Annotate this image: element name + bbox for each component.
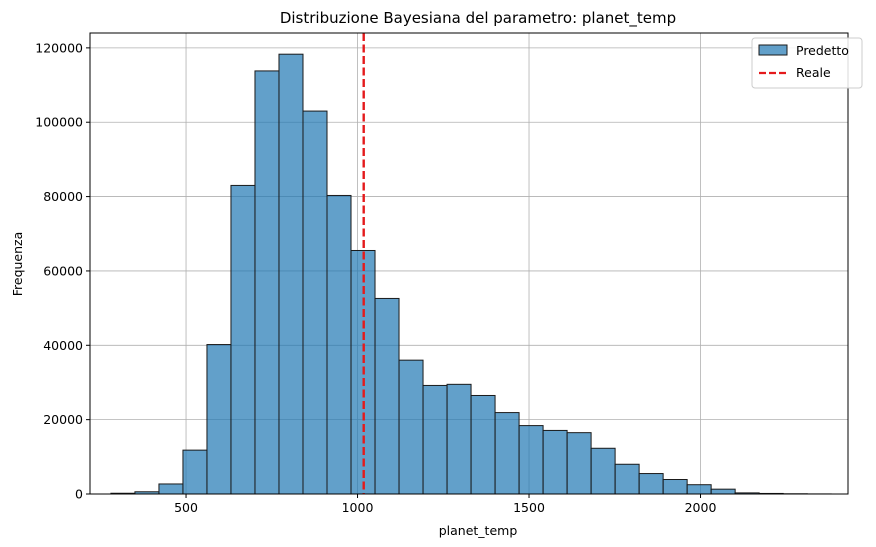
x-axis-label: planet_temp bbox=[439, 523, 518, 538]
y-tick-label: 100000 bbox=[35, 115, 83, 130]
histogram-bar bbox=[542, 429, 568, 495]
legend-label-reale: Reale bbox=[796, 65, 831, 80]
y-tick-label: 40000 bbox=[43, 338, 83, 353]
histogram-bar bbox=[590, 447, 616, 495]
histogram-bar bbox=[686, 484, 712, 495]
plot-frame bbox=[89, 32, 849, 495]
legend-label-predetto: Predetto bbox=[796, 43, 849, 58]
histogram-bar bbox=[278, 53, 304, 495]
histogram-bar bbox=[422, 384, 448, 495]
histogram-bar bbox=[638, 473, 664, 495]
histogram-bar bbox=[230, 184, 256, 495]
x-axis-ticks: 500 1000 1500 2000 bbox=[174, 494, 716, 515]
histogram-bar bbox=[182, 449, 208, 495]
histogram-bar bbox=[494, 412, 520, 495]
histogram-bar bbox=[470, 394, 496, 495]
x-tick-label: 500 bbox=[174, 500, 198, 515]
y-axis-ticks: 0 20000 40000 60000 80000 100000 120000 bbox=[35, 40, 90, 502]
histogram-bar bbox=[158, 483, 184, 495]
histogram-bar bbox=[446, 383, 472, 495]
legend-swatch-predetto bbox=[758, 44, 788, 56]
histogram-bar bbox=[254, 70, 280, 495]
histogram-bar bbox=[206, 344, 232, 495]
y-tick-label: 0 bbox=[75, 487, 83, 502]
histogram-bar bbox=[326, 194, 352, 495]
histogram-bar bbox=[662, 479, 688, 495]
histogram-bar bbox=[518, 425, 544, 495]
y-axis-label: Frequenza bbox=[10, 232, 25, 297]
y-tick-label: 20000 bbox=[43, 412, 83, 427]
histogram-bar bbox=[710, 488, 736, 495]
histogram-bar bbox=[398, 359, 424, 495]
x-tick-label: 2000 bbox=[685, 500, 717, 515]
histogram-bar bbox=[374, 297, 400, 495]
x-tick-label: 1500 bbox=[513, 500, 545, 515]
histogram-bar bbox=[614, 463, 640, 495]
y-tick-label: 80000 bbox=[43, 189, 83, 204]
x-tick-label: 1000 bbox=[342, 500, 374, 515]
legend: Predetto Reale bbox=[751, 37, 863, 89]
chart-title: Distribuzione Bayesiana del parametro: p… bbox=[280, 9, 676, 28]
y-tick-label: 120000 bbox=[35, 40, 83, 55]
y-tick-label: 60000 bbox=[43, 263, 83, 278]
histogram-bar bbox=[566, 432, 592, 495]
histogram-bar bbox=[302, 110, 328, 495]
histogram-bars bbox=[110, 53, 832, 495]
